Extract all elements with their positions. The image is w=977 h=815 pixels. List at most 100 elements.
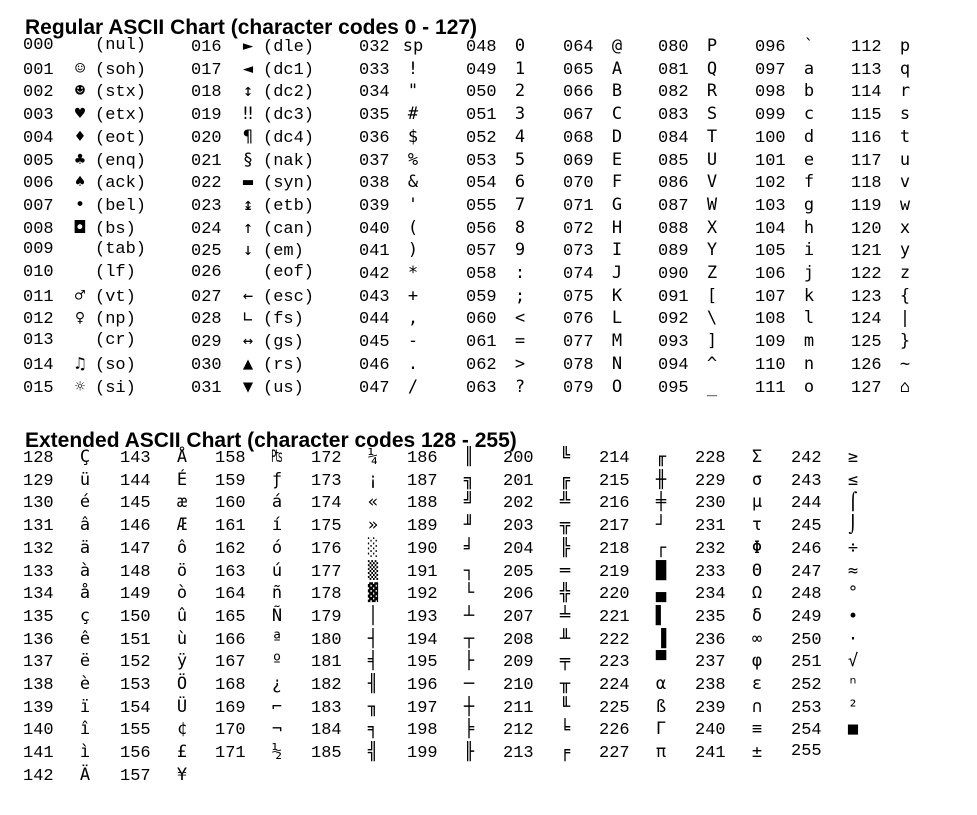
char-control-name: (bel) <box>95 196 147 216</box>
char-code: 043 <box>359 287 390 307</box>
char-entry: 081 Q <box>658 58 724 82</box>
char-code: 091 <box>658 287 689 307</box>
char-code: 168 <box>215 676 246 695</box>
char-entry: 248 ° <box>791 582 873 606</box>
char-glyph: ^ <box>706 353 718 374</box>
char-glyph: ← <box>242 285 254 306</box>
char-code: 164 <box>215 585 246 605</box>
char-code: 067 <box>563 106 594 126</box>
char-control-name: (vt) <box>95 287 136 307</box>
char-code: 177 <box>311 562 342 582</box>
char-glyph: │ <box>367 605 379 626</box>
char-code: 165 <box>215 607 246 627</box>
char-code: 066 <box>563 83 594 103</box>
regular-ascii-title: Regular ASCII Chart (character codes 0 -… <box>25 16 478 39</box>
char-glyph: » <box>367 515 379 536</box>
char-entry: 250 · <box>791 628 873 652</box>
char-code: 218 <box>599 539 630 559</box>
char-code: 042 <box>359 265 390 284</box>
char-entry: 058: <box>466 262 532 286</box>
char-code: 206 <box>503 585 534 605</box>
char-glyph: & <box>407 172 419 193</box>
char-code: 052 <box>466 128 497 148</box>
char-entry: 171 ½ <box>215 741 297 765</box>
char-glyph: f <box>803 172 815 193</box>
char-entry: 114 r <box>851 80 917 104</box>
char-glyph: c <box>803 104 815 125</box>
char-entry: 015 ☼ (si) <box>23 376 136 400</box>
char-entry: 071 G <box>563 194 629 218</box>
char-entry: 246 ÷ <box>791 537 873 561</box>
char-code: 111 <box>755 378 786 398</box>
char-code: 178 <box>311 585 342 605</box>
char-code: 200 <box>503 449 534 468</box>
char-glyph: ╬ <box>559 583 571 604</box>
char-code: 121 <box>851 242 882 262</box>
char-code: 031 <box>191 378 222 398</box>
char-entry: 141 ì <box>23 741 105 765</box>
char-entry: 193 ┴ <box>407 605 489 629</box>
char-entry: 190 ╛ <box>407 537 489 561</box>
char-glyph: ç <box>79 605 91 626</box>
char-entry: 062 > <box>466 353 532 377</box>
char-entry: 201 ╔ <box>503 469 585 493</box>
char-entry: 031 ▼ (us) <box>191 376 304 400</box>
char-entry: 000 (nul) <box>23 35 146 57</box>
char-glyph: ╠ <box>559 537 571 558</box>
char-glyph: ñ <box>271 583 283 604</box>
char-entry: 099 c <box>755 103 821 127</box>
char-code: 190 <box>407 539 438 559</box>
char-glyph: n <box>803 353 815 374</box>
char-glyph: X <box>706 217 718 238</box>
char-code: 119 <box>851 196 882 216</box>
char-code: 173 <box>311 471 342 491</box>
char-entry: 098 b <box>755 80 821 104</box>
char-entry: 046. <box>359 353 425 377</box>
char-code: 050 <box>466 83 497 103</box>
char-code: 065 <box>563 60 594 80</box>
char-entry: 148 ö <box>120 560 202 584</box>
char-glyph: £ <box>176 742 188 763</box>
char-entry: 092 \ <box>658 307 724 331</box>
char-code: 099 <box>755 106 786 126</box>
char-entry: 194 ┬ <box>407 628 489 652</box>
char-glyph: ╖ <box>367 696 379 717</box>
char-entry: 166 ª <box>215 628 297 652</box>
char-glyph: j <box>803 263 815 283</box>
char-code: 047 <box>359 378 390 398</box>
char-glyph: o <box>803 376 815 397</box>
char-entry: 243 ≤ <box>791 469 873 493</box>
char-entry: 045- <box>359 330 425 354</box>
char-entry: 069 E <box>563 149 629 173</box>
char-entry: 128 Ç <box>23 446 105 470</box>
char-entry: 064 @ <box>563 35 629 59</box>
char-control-name: (dc1) <box>263 60 315 80</box>
char-code: 140 <box>23 721 54 741</box>
char-entry: 068 D <box>563 126 629 150</box>
char-code: 022 <box>191 174 222 194</box>
char-glyph: ¼ <box>367 447 379 467</box>
char-entry: 220 ▄ <box>599 582 681 606</box>
char-glyph: § <box>242 149 254 170</box>
char-glyph: ▌ <box>655 605 667 626</box>
char-entry: 200 ╚ <box>503 446 585 470</box>
char-entry: 140 î <box>23 718 105 742</box>
char-code: 125 <box>851 333 882 353</box>
char-entry: 041) <box>359 239 425 263</box>
char-code: 149 <box>120 585 151 605</box>
char-code: 016 <box>191 38 222 57</box>
char-code: 002 <box>23 83 54 103</box>
char-control-name: (esc) <box>263 287 315 307</box>
char-glyph: ~ <box>899 353 911 374</box>
char-entry: 108 l <box>755 307 821 331</box>
char-entry: 219 █ <box>599 560 681 584</box>
char-glyph: ≡ <box>751 719 763 740</box>
char-entry: 049 1 <box>466 58 532 82</box>
char-glyph: M <box>611 331 623 352</box>
char-glyph: A <box>611 58 623 79</box>
char-code: 115 <box>851 106 882 126</box>
char-entry: 063? <box>466 376 532 400</box>
char-code: 210 <box>503 676 534 695</box>
char-code: 003 <box>23 106 54 126</box>
char-entry: 192 └ <box>407 582 489 606</box>
